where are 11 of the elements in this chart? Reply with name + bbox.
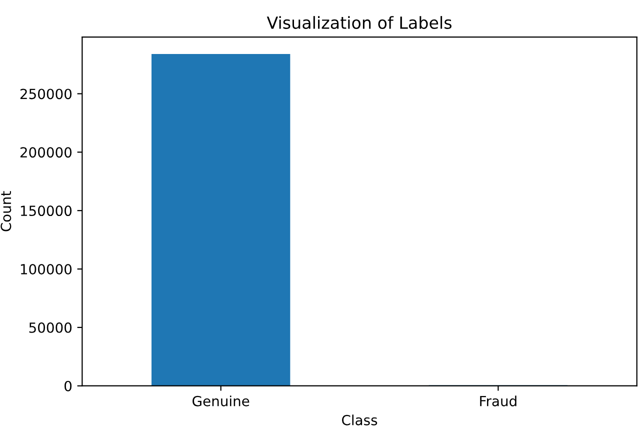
y-tick-label: 100000 xyxy=(20,264,72,274)
y-tick-label: 250000 xyxy=(20,88,72,100)
y-tick-label: 150000 xyxy=(20,206,72,216)
y-axis-title: Count xyxy=(0,191,12,232)
x-axis-title: Class xyxy=(342,414,378,426)
y-tick-label: 50000 xyxy=(29,322,72,333)
x-tick-label: Genuine xyxy=(192,396,250,406)
chart-title: Visualization of Labels xyxy=(266,16,452,29)
x-tick-label: Fraud xyxy=(480,396,516,406)
y-tick-label: 0 xyxy=(64,380,72,392)
y-tick-label: 200000 xyxy=(20,147,72,158)
